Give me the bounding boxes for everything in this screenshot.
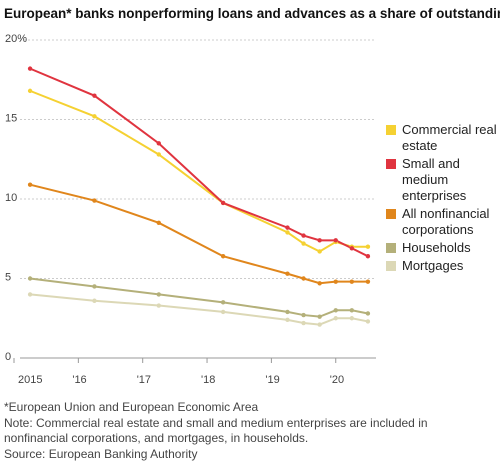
x-tick-label: '19 xyxy=(265,374,279,386)
legend-swatch xyxy=(386,209,396,219)
y-tick-label: 20% xyxy=(5,33,27,45)
point xyxy=(92,93,97,98)
x-tick-label: '18 xyxy=(201,374,215,386)
legend-swatch xyxy=(386,159,396,169)
legend: Commercial real estate Small and medium e… xyxy=(386,122,498,276)
legend-item: Households xyxy=(386,240,498,256)
point xyxy=(349,316,355,321)
legend-item: Commercial real estate xyxy=(386,122,498,154)
point xyxy=(317,238,322,243)
note: *European Union and European Economic Ar… xyxy=(4,400,259,414)
x-tick-label: 2015 xyxy=(18,374,42,386)
legend-swatch xyxy=(386,261,396,271)
series-line xyxy=(29,67,369,258)
point xyxy=(156,220,161,226)
point xyxy=(365,311,371,316)
legend-item: Small and medium enterprises xyxy=(386,156,498,204)
legend-label: Small and medium enterprises xyxy=(402,156,467,203)
notes: *European Union and European Economic Ar… xyxy=(4,400,484,462)
point xyxy=(301,276,306,281)
y-tick-label: 10 xyxy=(5,192,17,204)
legend-swatch xyxy=(386,243,396,253)
legend-label: Mortgages xyxy=(402,258,464,273)
series-line xyxy=(29,277,369,318)
legend-label: All nonfinancial corporations xyxy=(402,206,490,237)
point xyxy=(220,309,226,315)
point xyxy=(301,233,306,238)
series-line xyxy=(29,293,369,326)
point xyxy=(220,200,226,206)
x-tick-label: '20 xyxy=(330,374,344,386)
point xyxy=(92,198,97,203)
point xyxy=(301,320,306,326)
legend-label: Households xyxy=(402,240,471,255)
legend-item: All nonfinancial corporations xyxy=(386,206,498,238)
point xyxy=(349,246,355,251)
note: Source: European Banking Authority xyxy=(4,446,198,461)
note: Note: Commercial real estate and small a… xyxy=(4,415,428,446)
point xyxy=(285,230,290,235)
point xyxy=(27,88,33,94)
point xyxy=(365,319,371,324)
point xyxy=(301,241,306,246)
point xyxy=(285,317,290,323)
point xyxy=(285,309,290,315)
point xyxy=(317,249,322,254)
point xyxy=(285,225,290,230)
y-tick-label: 15 xyxy=(5,112,17,124)
point xyxy=(317,322,322,327)
y-tick-label: 5 xyxy=(5,271,11,283)
point xyxy=(92,298,97,303)
legend-swatch xyxy=(386,125,396,135)
point xyxy=(156,141,161,146)
chart-title: European* banks nonperforming loans and … xyxy=(4,6,500,21)
point xyxy=(220,254,226,259)
point xyxy=(301,312,306,318)
point xyxy=(92,284,97,289)
point xyxy=(285,271,290,276)
point xyxy=(349,279,355,284)
point xyxy=(317,281,322,286)
point xyxy=(349,308,355,313)
point xyxy=(27,276,33,281)
x-tick-label: '17 xyxy=(137,374,151,386)
point xyxy=(333,238,338,243)
point xyxy=(27,182,33,187)
series-line xyxy=(29,89,368,253)
legend-label: Commercial real estate xyxy=(402,122,497,153)
point xyxy=(27,66,33,71)
series-line xyxy=(29,183,368,285)
point xyxy=(365,244,371,249)
point xyxy=(156,303,161,308)
point xyxy=(365,279,371,284)
point xyxy=(156,152,161,157)
point xyxy=(156,292,161,297)
point xyxy=(92,114,97,119)
y-tick-label: 0 xyxy=(5,351,11,363)
point xyxy=(333,316,338,321)
point xyxy=(220,300,226,305)
point xyxy=(27,292,33,297)
point xyxy=(317,314,322,319)
point xyxy=(365,254,371,259)
x-tick-label: '16 xyxy=(72,374,86,386)
legend-item: Mortgages xyxy=(386,258,498,274)
point xyxy=(333,279,338,284)
point xyxy=(333,308,338,313)
